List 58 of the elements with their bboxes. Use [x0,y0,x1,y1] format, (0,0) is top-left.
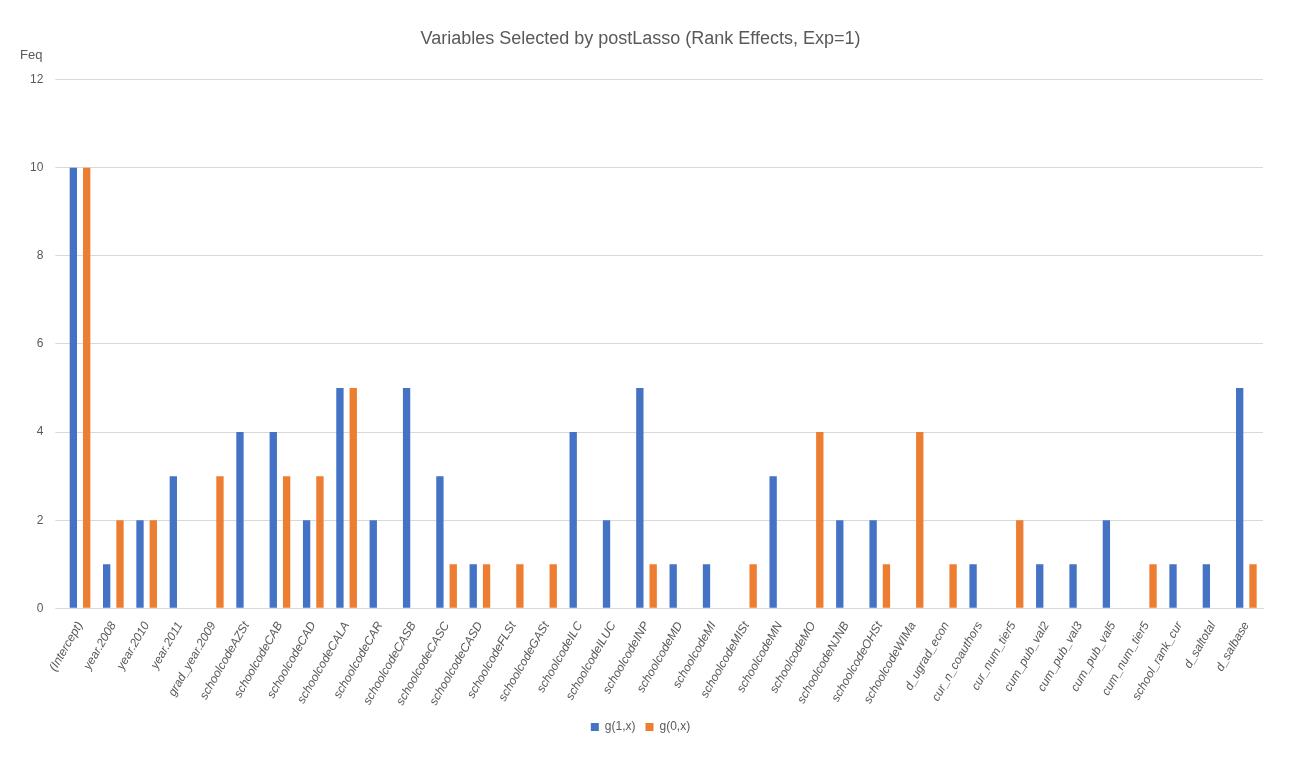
bar [836,520,844,608]
bar [302,520,311,608]
bar [83,167,91,608]
bar [816,432,824,608]
bar [1036,564,1044,608]
bar [136,520,144,608]
bar [369,520,377,608]
bar [469,564,477,608]
bar [1202,564,1211,608]
bar [549,564,557,608]
bar [1249,564,1257,608]
bar [1016,520,1024,608]
y-tick-label: 0 [36,600,44,615]
bar [1149,564,1157,608]
y-tick-label: 4 [36,424,44,439]
bar [636,388,644,608]
bar [1169,564,1177,608]
y-axis-title: Feq [20,46,43,62]
bar [669,564,677,608]
bar [436,476,444,608]
bar [336,388,344,608]
bar [749,564,757,608]
bar [702,564,711,608]
bar [969,564,977,608]
y-tick-label: 10 [29,160,44,175]
bar [69,167,78,608]
bar [103,564,111,608]
bar [116,520,124,608]
bar [869,520,877,608]
bar [402,388,411,608]
bar [149,520,157,608]
bar [882,564,891,608]
bar [269,432,277,608]
bar [769,476,777,608]
bar [1102,520,1111,608]
bar [236,432,244,608]
bar [1236,388,1244,608]
bar [569,432,577,608]
bar [316,476,324,608]
legend-label: g(0,x) [659,719,691,734]
y-tick-label: 2 [36,512,44,527]
bar [949,564,957,608]
chart-title: Variables Selected by postLasso (Rank Effects, Exp=1) [420,27,861,48]
bar [916,432,924,608]
bar [216,476,224,608]
y-tick-label: 12 [29,71,44,86]
bar [649,564,657,608]
bar [482,564,491,608]
bar [282,476,291,608]
y-tick-label: 6 [36,336,44,351]
y-tick-label: 8 [36,248,44,263]
bar [516,564,524,608]
legend-label: g(1,x) [604,719,636,734]
bar [349,388,357,608]
bar [169,476,177,608]
bar [602,520,611,608]
bar [1069,564,1077,608]
bar [449,564,457,608]
